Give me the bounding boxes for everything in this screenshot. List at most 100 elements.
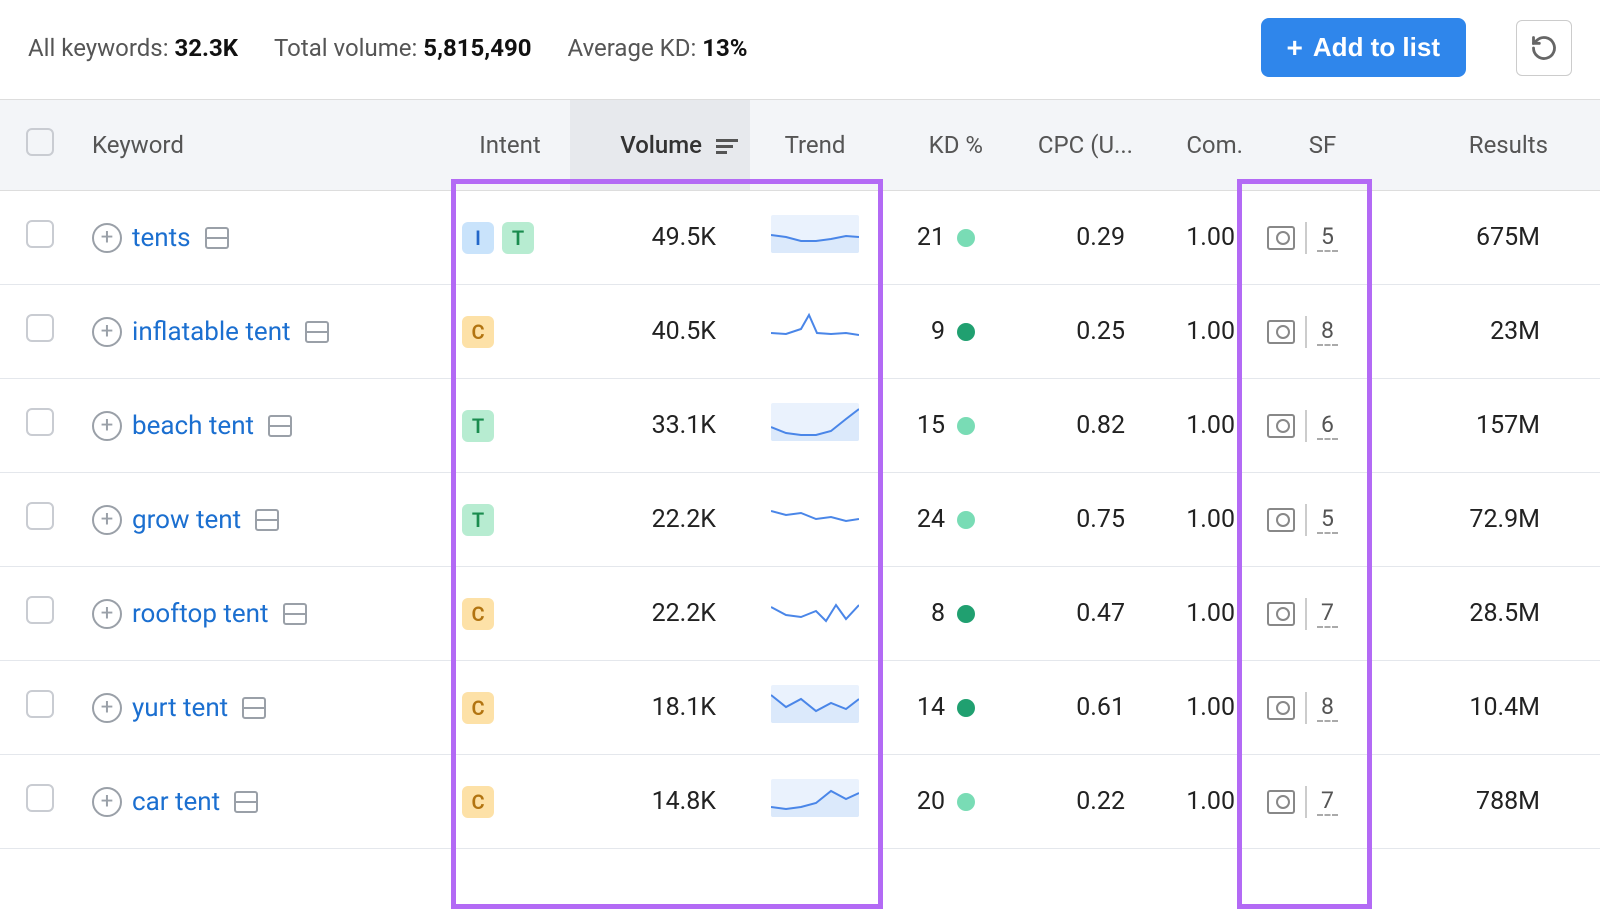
- sf-count: 8: [1317, 317, 1338, 346]
- sf-count: 6: [1317, 411, 1338, 440]
- com-cell: 1.00: [1145, 567, 1255, 661]
- com-cell: 1.00: [1145, 191, 1255, 285]
- add-keyword-icon[interactable]: [92, 223, 122, 253]
- plus-icon: +: [1287, 34, 1303, 62]
- table-row: rooftop tent C22.2K80.471.00 7 28.5M: [0, 567, 1600, 661]
- row-checkbox[interactable]: [26, 408, 54, 436]
- cpc-cell: 0.47: [995, 567, 1145, 661]
- table-row: tents IT49.5K210.291.00 5 675M: [0, 191, 1600, 285]
- col-sf[interactable]: SF: [1255, 100, 1390, 191]
- cpc-cell: 0.22: [995, 755, 1145, 849]
- volume-cell: 22.2K: [570, 567, 750, 661]
- results-cell: 10.4M: [1390, 661, 1560, 755]
- add-keyword-icon[interactable]: [92, 599, 122, 629]
- add-to-list-button[interactable]: + Add to list: [1261, 18, 1466, 77]
- keyword-link[interactable]: yurt tent: [132, 693, 228, 723]
- sf-cell[interactable]: 6: [1267, 410, 1378, 442]
- sf-count: 5: [1317, 223, 1338, 252]
- col-kd[interactable]: KD %: [880, 100, 995, 191]
- row-checkbox[interactable]: [26, 220, 54, 248]
- total-volume-value: 5,815,490: [423, 34, 531, 62]
- trend-sparkline: [771, 591, 859, 629]
- add-keyword-icon[interactable]: [92, 317, 122, 347]
- col-results[interactable]: Results: [1390, 100, 1560, 191]
- trend-sparkline: [771, 779, 859, 817]
- keyword-link[interactable]: beach tent: [132, 411, 254, 441]
- avg-kd-stat: Average KD: 13%: [568, 34, 748, 62]
- intent-badge-i[interactable]: I: [462, 222, 494, 254]
- all-keywords-stat: All keywords: 32.3K: [28, 34, 238, 62]
- sf-cell[interactable]: 7: [1267, 786, 1378, 818]
- sf-count: 8: [1317, 693, 1338, 722]
- trend-sparkline: [771, 309, 859, 347]
- com-cell: 1.00: [1145, 661, 1255, 755]
- col-trend[interactable]: Trend: [750, 100, 880, 191]
- cpc-cell: 0.29: [995, 191, 1145, 285]
- all-keywords-label: All keywords:: [28, 34, 174, 62]
- add-keyword-icon[interactable]: [92, 787, 122, 817]
- add-to-list-label: Add to list: [1313, 32, 1440, 63]
- serp-features-icon: [1267, 414, 1295, 438]
- trend-sparkline: [771, 403, 859, 441]
- serp-icon[interactable]: [242, 697, 266, 719]
- serp-features-icon: [1267, 602, 1295, 626]
- add-keyword-icon[interactable]: [92, 693, 122, 723]
- serp-icon[interactable]: [234, 791, 258, 813]
- kd-cell: 8: [892, 599, 975, 628]
- results-cell: 23M: [1390, 285, 1560, 379]
- sf-cell[interactable]: 5: [1267, 504, 1378, 536]
- col-checkbox[interactable]: [0, 100, 80, 191]
- kd-cell: 21: [892, 223, 975, 252]
- serp-icon[interactable]: [255, 509, 279, 531]
- refresh-icon: [1530, 34, 1558, 62]
- keyword-link[interactable]: grow tent: [132, 505, 241, 535]
- intent-badge-c[interactable]: C: [462, 316, 494, 348]
- sf-cell[interactable]: 8: [1267, 692, 1378, 724]
- trend-sparkline: [771, 497, 859, 535]
- sf-cell[interactable]: 5: [1267, 222, 1378, 254]
- cpc-cell: 0.25: [995, 285, 1145, 379]
- row-checkbox[interactable]: [26, 784, 54, 812]
- volume-cell: 14.8K: [570, 755, 750, 849]
- sf-count: 7: [1317, 599, 1338, 628]
- col-cpc[interactable]: CPC (U...: [995, 100, 1145, 191]
- row-checkbox[interactable]: [26, 314, 54, 342]
- col-volume-label: Volume: [620, 131, 702, 159]
- intent-badge-c[interactable]: C: [462, 598, 494, 630]
- keyword-table: Keyword Intent Volume Trend KD % CPC (U.…: [0, 99, 1600, 849]
- cpc-cell: 0.75: [995, 473, 1145, 567]
- col-keyword[interactable]: Keyword: [80, 100, 450, 191]
- serp-icon[interactable]: [305, 321, 329, 343]
- keyword-link[interactable]: tents: [132, 223, 191, 253]
- col-intent[interactable]: Intent: [450, 100, 570, 191]
- serp-features-icon: [1267, 696, 1295, 720]
- row-checkbox[interactable]: [26, 690, 54, 718]
- sf-cell[interactable]: 8: [1267, 316, 1378, 348]
- intent-badge-t[interactable]: T: [462, 504, 494, 536]
- serp-features-icon: [1267, 790, 1295, 814]
- intent-badge-c[interactable]: C: [462, 692, 494, 724]
- keyword-link[interactable]: car tent: [132, 787, 220, 817]
- select-all-checkbox[interactable]: [26, 128, 54, 156]
- intent-badge-c[interactable]: C: [462, 786, 494, 818]
- row-checkbox[interactable]: [26, 596, 54, 624]
- volume-cell: 18.1K: [570, 661, 750, 755]
- sf-cell[interactable]: 7: [1267, 598, 1378, 630]
- col-com[interactable]: Com.: [1145, 100, 1255, 191]
- avg-kd-value: 13%: [702, 34, 747, 62]
- serp-icon[interactable]: [283, 603, 307, 625]
- serp-icon[interactable]: [205, 227, 229, 249]
- col-volume[interactable]: Volume: [570, 100, 750, 191]
- results-cell: 157M: [1390, 379, 1560, 473]
- serp-icon[interactable]: [268, 415, 292, 437]
- intent-badge-t[interactable]: T: [462, 410, 494, 442]
- add-keyword-icon[interactable]: [92, 411, 122, 441]
- table-row: inflatable tent C40.5K90.251.00 8 23M: [0, 285, 1600, 379]
- refresh-button[interactable]: [1516, 20, 1572, 76]
- keyword-link[interactable]: rooftop tent: [132, 599, 269, 629]
- keyword-link[interactable]: inflatable tent: [132, 317, 291, 347]
- add-keyword-icon[interactable]: [92, 505, 122, 535]
- intent-badge-t[interactable]: T: [502, 222, 534, 254]
- volume-cell: 49.5K: [570, 191, 750, 285]
- row-checkbox[interactable]: [26, 502, 54, 530]
